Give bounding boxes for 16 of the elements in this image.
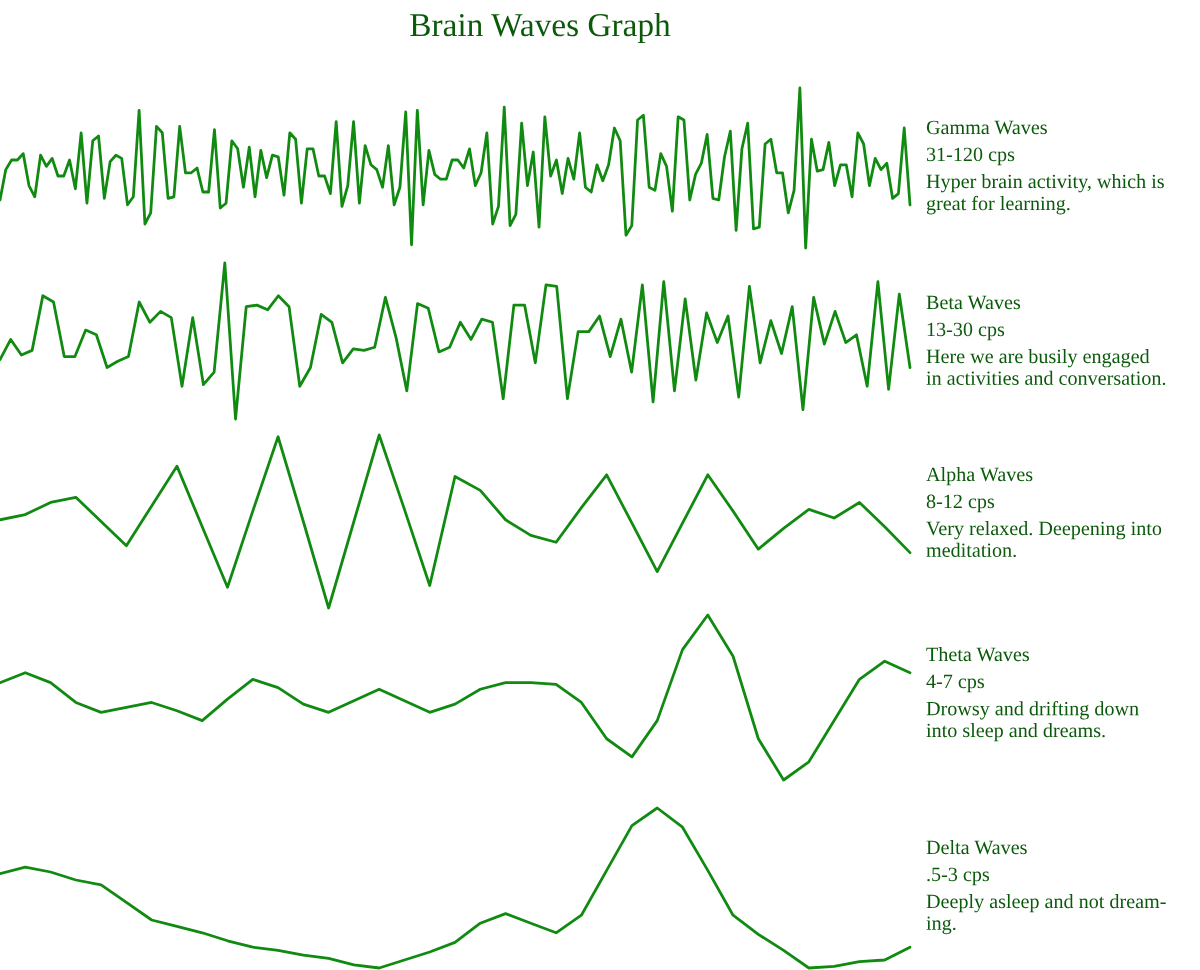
text: 4-7 cps [926, 674, 984, 693]
text: 13-30 cps [927, 322, 1005, 341]
text: Hyper brain activity, which is great for learning. [926, 174, 1164, 215]
text: .5-3 cps [927, 867, 990, 886]
chart-title: Brain Waves Graph [410, 12, 671, 44]
text: Alpha Waves [926, 467, 1033, 486]
text: Theta Waves [926, 647, 1029, 662]
text: Beta Waves [926, 295, 1021, 310]
text: 31-120 cps [926, 147, 1015, 166]
text: Very relaxed. Deepening into meditation. [926, 521, 1162, 558]
text: Gamma Waves [926, 120, 1047, 135]
text: Delta Waves [926, 840, 1027, 855]
text: 8-12 cps [926, 494, 995, 513]
text: Here we are busily engaged in activities and conversation. [926, 349, 1166, 386]
text: Deeply asleep and not dream- ing. [926, 894, 1166, 935]
text: Drowsy and drifting down into sleep and dreams. [926, 701, 1139, 742]
